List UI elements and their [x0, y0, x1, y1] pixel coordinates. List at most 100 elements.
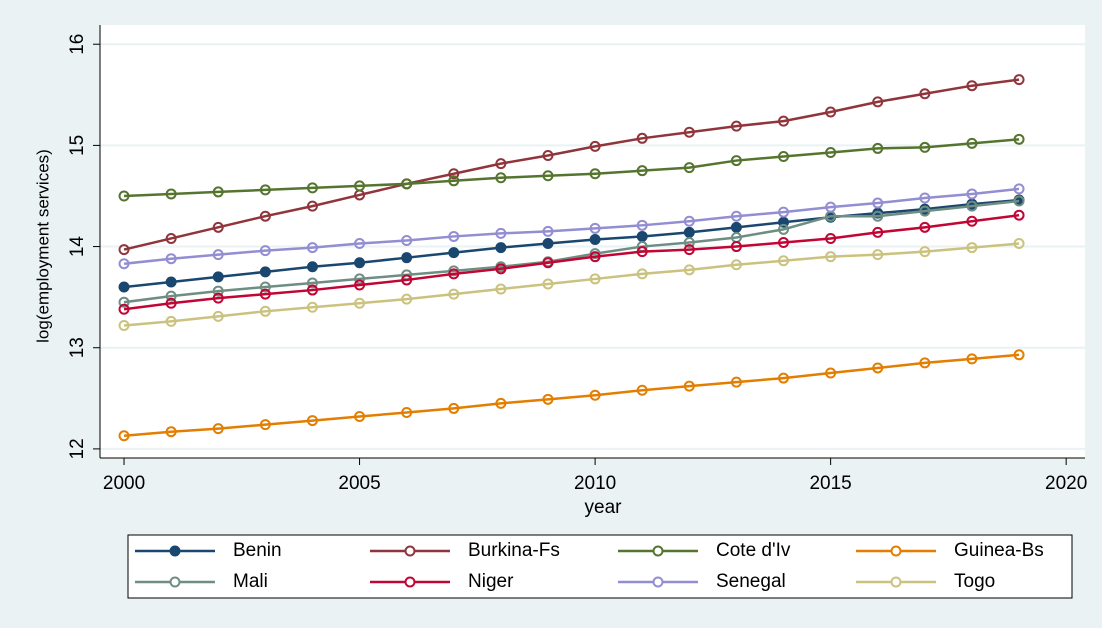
- series-line: [123, 187, 1020, 265]
- y-tick-label: 12: [67, 438, 88, 459]
- data-point: [259, 305, 271, 317]
- data-point: [165, 426, 177, 438]
- data-point: [495, 227, 507, 239]
- data-point: [165, 297, 177, 309]
- data-point: [589, 233, 601, 245]
- data-point: [966, 188, 978, 200]
- data-point: [542, 393, 554, 405]
- data-point: [354, 257, 366, 269]
- data-point: [448, 268, 460, 280]
- data-point: [259, 245, 271, 257]
- data-point: [683, 244, 695, 256]
- data-point: [825, 106, 837, 118]
- legend-label: Burkina-Fs: [468, 540, 560, 561]
- data-point: [259, 266, 271, 278]
- data-point: [118, 319, 130, 331]
- data-point: [448, 402, 460, 414]
- data-point: [919, 192, 931, 204]
- data-point: [118, 296, 130, 308]
- legend-label: Cote d'Iv: [716, 540, 791, 561]
- data-point: [825, 367, 837, 379]
- data-point: [495, 397, 507, 409]
- data-point: [589, 389, 601, 401]
- series-line: [123, 353, 1020, 437]
- data-point: [306, 200, 318, 212]
- data-point: [448, 247, 460, 259]
- data-point: [401, 274, 413, 286]
- data-point: [165, 232, 177, 244]
- data-point: [212, 310, 224, 322]
- data-point: [354, 238, 366, 250]
- legend-marker: [169, 545, 181, 557]
- data-point: [730, 376, 742, 388]
- data-point: [730, 210, 742, 222]
- data-point: [118, 258, 130, 270]
- data-point: [966, 353, 978, 365]
- data-point: [118, 430, 130, 442]
- data-point: [1013, 349, 1025, 361]
- data-point: [872, 226, 884, 238]
- data-point: [872, 96, 884, 108]
- data-point: [778, 255, 790, 267]
- data-point: [118, 281, 130, 293]
- y-axis-label: log(employment services): [33, 149, 52, 343]
- data-point: [165, 276, 177, 288]
- data-point: [495, 172, 507, 184]
- data-point: [778, 115, 790, 127]
- data-point: [825, 251, 837, 263]
- data-point: [872, 210, 884, 222]
- data-point: [259, 184, 271, 196]
- data-point: [212, 221, 224, 233]
- legend-marker: [890, 576, 902, 588]
- data-point: [872, 197, 884, 209]
- data-point: [636, 246, 648, 258]
- legend-label: Togo: [954, 571, 995, 592]
- data-point: [401, 252, 413, 264]
- data-point: [259, 288, 271, 300]
- data-point: [118, 190, 130, 202]
- legend-marker: [404, 545, 416, 557]
- data-point: [778, 223, 790, 235]
- data-point: [259, 419, 271, 431]
- data-point: [919, 357, 931, 369]
- data-point: [165, 253, 177, 265]
- data-point: [212, 271, 224, 283]
- data-point: [872, 142, 884, 154]
- data-point: [306, 277, 318, 289]
- data-point: [542, 150, 554, 162]
- data-point: [495, 158, 507, 170]
- y-tick-label: 13: [67, 337, 88, 358]
- legend-marker: [404, 576, 416, 588]
- legend-label: Niger: [468, 571, 514, 592]
- data-point: [872, 249, 884, 261]
- y-tick-label: 15: [67, 135, 88, 156]
- data-point: [306, 182, 318, 194]
- data-point: [1013, 74, 1025, 86]
- data-point: [825, 232, 837, 244]
- legend-marker: [169, 576, 181, 588]
- legend-label: Guinea-Bs: [954, 540, 1044, 561]
- data-point: [542, 257, 554, 269]
- data-point: [354, 180, 366, 192]
- data-point: [730, 241, 742, 253]
- data-point: [919, 246, 931, 258]
- x-tick-label: 2005: [338, 473, 380, 494]
- data-point: [919, 205, 931, 217]
- data-point: [542, 238, 554, 250]
- data-point: [306, 415, 318, 427]
- data-point: [589, 140, 601, 152]
- data-point: [495, 283, 507, 295]
- data-point: [448, 288, 460, 300]
- data-point: [495, 263, 507, 275]
- data-point: [259, 210, 271, 222]
- legend-marker: [652, 545, 664, 557]
- data-point: [259, 281, 271, 293]
- data-point: [165, 188, 177, 200]
- data-point: [636, 219, 648, 231]
- data-point: [354, 279, 366, 291]
- data-point: [683, 264, 695, 276]
- data-point: [212, 186, 224, 198]
- data-point: [636, 230, 648, 242]
- data-point: [825, 146, 837, 158]
